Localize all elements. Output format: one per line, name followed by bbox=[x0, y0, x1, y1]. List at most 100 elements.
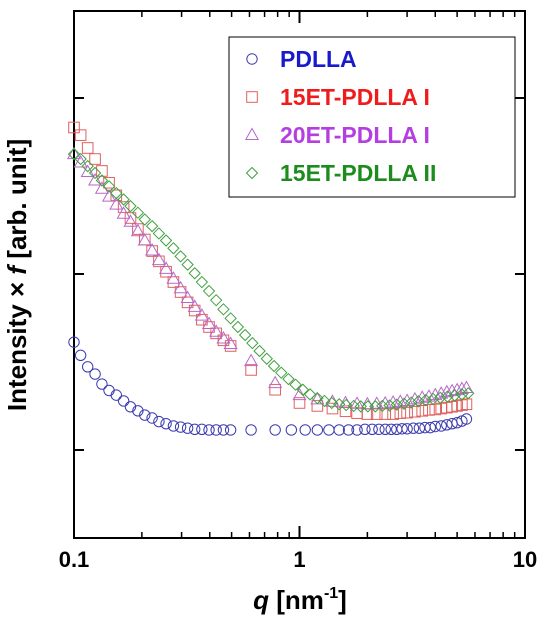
series-diamond bbox=[67, 147, 475, 413]
legend-label: 15ET-PDLLA II bbox=[280, 160, 436, 186]
data-point bbox=[426, 392, 440, 406]
data-point bbox=[434, 386, 449, 399]
data-point bbox=[455, 388, 469, 401]
y-axis-label: Intensity × f [arb. unit] bbox=[2, 139, 32, 411]
x-axis-var: q bbox=[253, 585, 269, 615]
data-point bbox=[400, 393, 415, 406]
data-point bbox=[89, 368, 101, 380]
data-point bbox=[323, 424, 335, 436]
data-point bbox=[394, 407, 407, 419]
data-point bbox=[285, 424, 298, 436]
data-point bbox=[421, 389, 436, 402]
data-point bbox=[130, 223, 145, 237]
data-point bbox=[132, 405, 144, 417]
data-point bbox=[339, 398, 353, 412]
data-point bbox=[351, 424, 363, 436]
y-axis-text: Intensity × bbox=[2, 275, 32, 412]
data-point bbox=[451, 400, 463, 412]
data-point bbox=[131, 206, 145, 219]
data-point bbox=[194, 308, 209, 321]
data-point bbox=[293, 397, 306, 409]
data-point bbox=[101, 189, 117, 202]
data-point bbox=[379, 423, 391, 436]
data-point bbox=[231, 320, 245, 334]
data-point bbox=[187, 299, 202, 312]
data-point bbox=[196, 423, 208, 436]
data-point bbox=[159, 261, 174, 274]
data-point bbox=[88, 166, 102, 180]
data-point bbox=[203, 424, 215, 436]
data-point bbox=[189, 423, 201, 436]
data-point bbox=[167, 242, 180, 255]
data-point bbox=[123, 214, 138, 227]
data-point bbox=[146, 412, 158, 424]
x-axis-ticks: 0.1 1 10 bbox=[59, 11, 537, 572]
data-point bbox=[145, 219, 159, 233]
data-point bbox=[110, 189, 123, 202]
data-point bbox=[267, 359, 281, 373]
data-point bbox=[138, 213, 151, 226]
data-point bbox=[68, 121, 80, 134]
data-point bbox=[268, 375, 283, 389]
data-point bbox=[359, 423, 371, 436]
data-point bbox=[460, 413, 473, 425]
data-point bbox=[416, 405, 428, 417]
x-axis-unit: [nm bbox=[269, 585, 324, 615]
data-point bbox=[454, 381, 469, 395]
legend-marker bbox=[244, 127, 260, 140]
data-point bbox=[173, 280, 188, 294]
data-point bbox=[387, 408, 399, 420]
x-axis-exponent: -1 bbox=[324, 585, 338, 602]
data-point bbox=[102, 180, 116, 193]
data-point bbox=[152, 227, 166, 240]
data-point bbox=[80, 164, 95, 177]
data-point bbox=[116, 206, 131, 219]
data-point bbox=[153, 415, 165, 428]
data-point bbox=[401, 406, 413, 419]
data-point bbox=[188, 267, 201, 280]
data-point bbox=[110, 186, 123, 200]
data-point bbox=[74, 152, 87, 166]
data-point bbox=[139, 409, 151, 421]
data-point bbox=[151, 252, 166, 266]
data-point bbox=[246, 336, 259, 350]
legend-marker bbox=[245, 166, 259, 180]
data-point bbox=[275, 366, 288, 379]
data-point bbox=[153, 255, 165, 268]
data-point bbox=[110, 389, 122, 401]
data-point bbox=[146, 245, 158, 257]
data-point bbox=[217, 424, 230, 436]
data-point bbox=[117, 193, 130, 206]
data-point bbox=[462, 387, 475, 400]
data-point bbox=[124, 199, 137, 213]
data-point bbox=[412, 395, 425, 408]
data-point bbox=[292, 387, 307, 401]
data-point bbox=[88, 172, 103, 186]
data-point bbox=[342, 424, 355, 436]
x-tick-label: 1 bbox=[293, 547, 305, 572]
data-point bbox=[407, 422, 420, 434]
data-point bbox=[174, 250, 187, 263]
data-point bbox=[217, 303, 230, 316]
data-point bbox=[181, 258, 194, 271]
data-point bbox=[244, 353, 259, 367]
data-point bbox=[167, 420, 180, 432]
legend-marker bbox=[246, 53, 258, 65]
data-point bbox=[448, 389, 461, 402]
x-tick-label: 0.1 bbox=[59, 547, 90, 572]
data-point bbox=[282, 372, 295, 386]
data-point bbox=[223, 336, 238, 350]
data-point bbox=[459, 380, 474, 394]
data-point bbox=[429, 420, 441, 433]
data-point bbox=[289, 378, 302, 391]
data-point bbox=[460, 398, 473, 411]
data-point bbox=[180, 290, 195, 304]
data-point bbox=[424, 421, 436, 434]
data-point bbox=[401, 423, 413, 435]
data-point bbox=[318, 394, 331, 408]
data-point bbox=[434, 391, 447, 404]
data-point bbox=[439, 384, 454, 398]
legend-label: 15ET-PDLLA I bbox=[280, 84, 430, 110]
data-point bbox=[103, 384, 115, 397]
